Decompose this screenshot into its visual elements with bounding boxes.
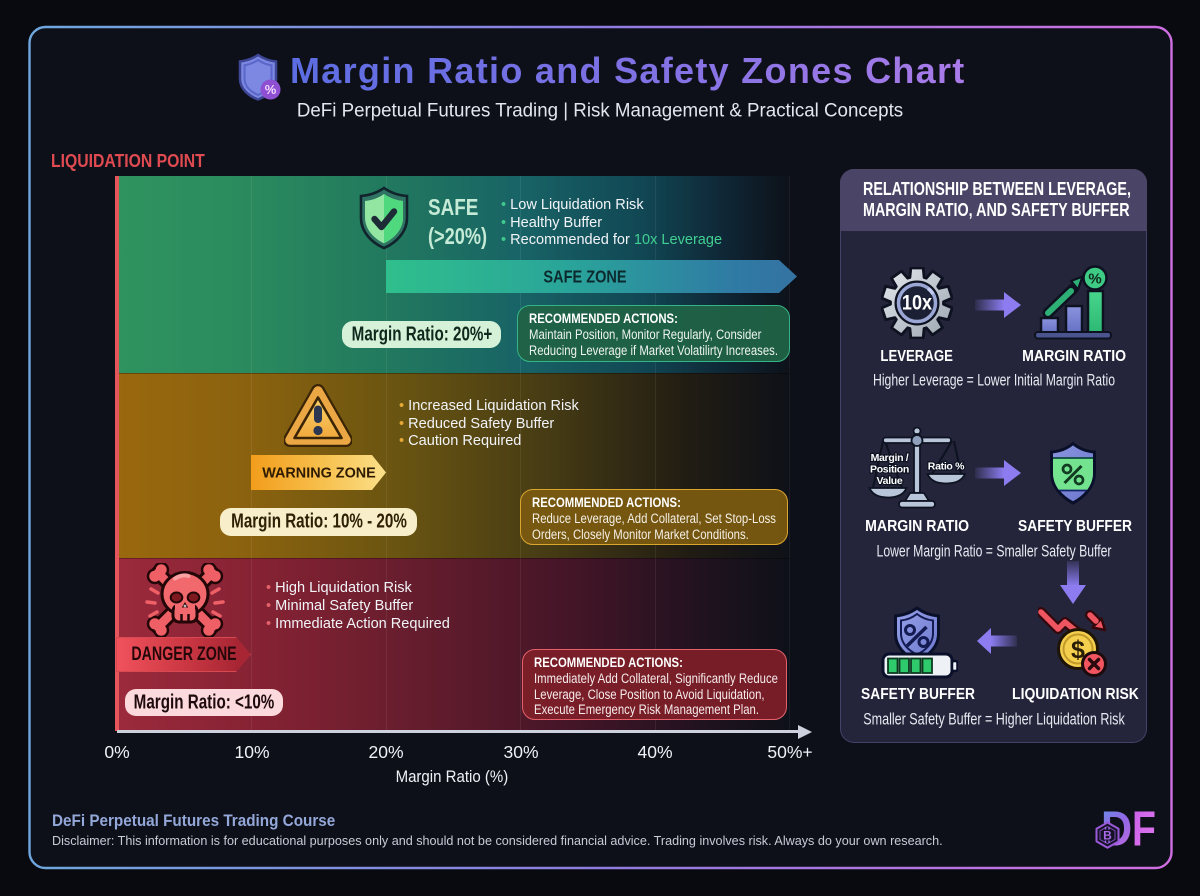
svg-text:Value: Value (877, 475, 903, 487)
svg-text:B: B (1103, 829, 1112, 843)
svg-text:Ratio %: Ratio % (928, 461, 965, 473)
svg-text:F: F (1132, 803, 1156, 857)
svg-text:10x: 10x (902, 291, 932, 315)
svg-text:%: % (265, 82, 277, 97)
svg-text:Margin /: Margin / (871, 452, 909, 464)
svg-text:%: % (1088, 271, 1101, 288)
svg-text:Position: Position (870, 464, 909, 476)
